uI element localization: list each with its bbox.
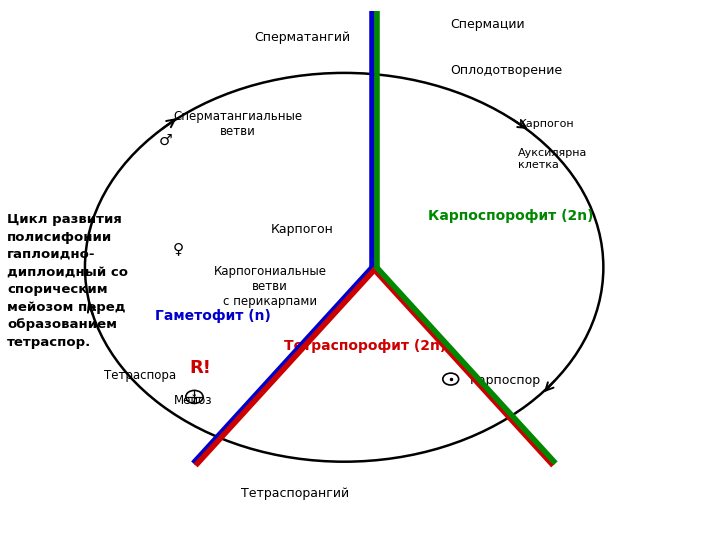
Text: Сперматангий: Сперматангий bbox=[254, 31, 351, 44]
Text: Сперматангиальные
ветви: Сперматангиальные ветви bbox=[173, 110, 302, 138]
Text: R!: R! bbox=[189, 359, 211, 377]
Text: Цикл развития
полисифонии
гаплоидно-
диплоидный со
спорическим
мейозом перед
обр: Цикл развития полисифонии гаплоидно- дип… bbox=[7, 213, 128, 348]
Text: Карпогониальные
ветви
с перикарпами: Карпогониальные ветви с перикарпами bbox=[214, 265, 326, 308]
Text: Тетраспора: Тетраспора bbox=[104, 369, 176, 382]
Text: Мейоз: Мейоз bbox=[174, 394, 212, 407]
Text: Спермации: Спермации bbox=[450, 18, 525, 31]
Text: Карпоспорофит (2n): Карпоспорофит (2n) bbox=[428, 209, 594, 223]
Text: Карпоспор: Карпоспор bbox=[469, 374, 541, 387]
Text: Гаметофит (n): Гаметофит (n) bbox=[155, 309, 271, 323]
Text: Тетраспорангий: Тетраспорангий bbox=[241, 487, 349, 500]
Text: Ауксилярна
клетка: Ауксилярна клетка bbox=[518, 148, 588, 170]
Text: Тетраспорофит (2n): Тетраспорофит (2n) bbox=[284, 339, 446, 353]
Text: Карпогон: Карпогон bbox=[271, 223, 334, 236]
Text: Оплодотворение: Оплодотворение bbox=[450, 64, 562, 77]
Text: ♂: ♂ bbox=[159, 133, 172, 148]
Text: ♀: ♀ bbox=[172, 241, 184, 256]
Text: Карпогон: Карпогон bbox=[518, 119, 574, 129]
